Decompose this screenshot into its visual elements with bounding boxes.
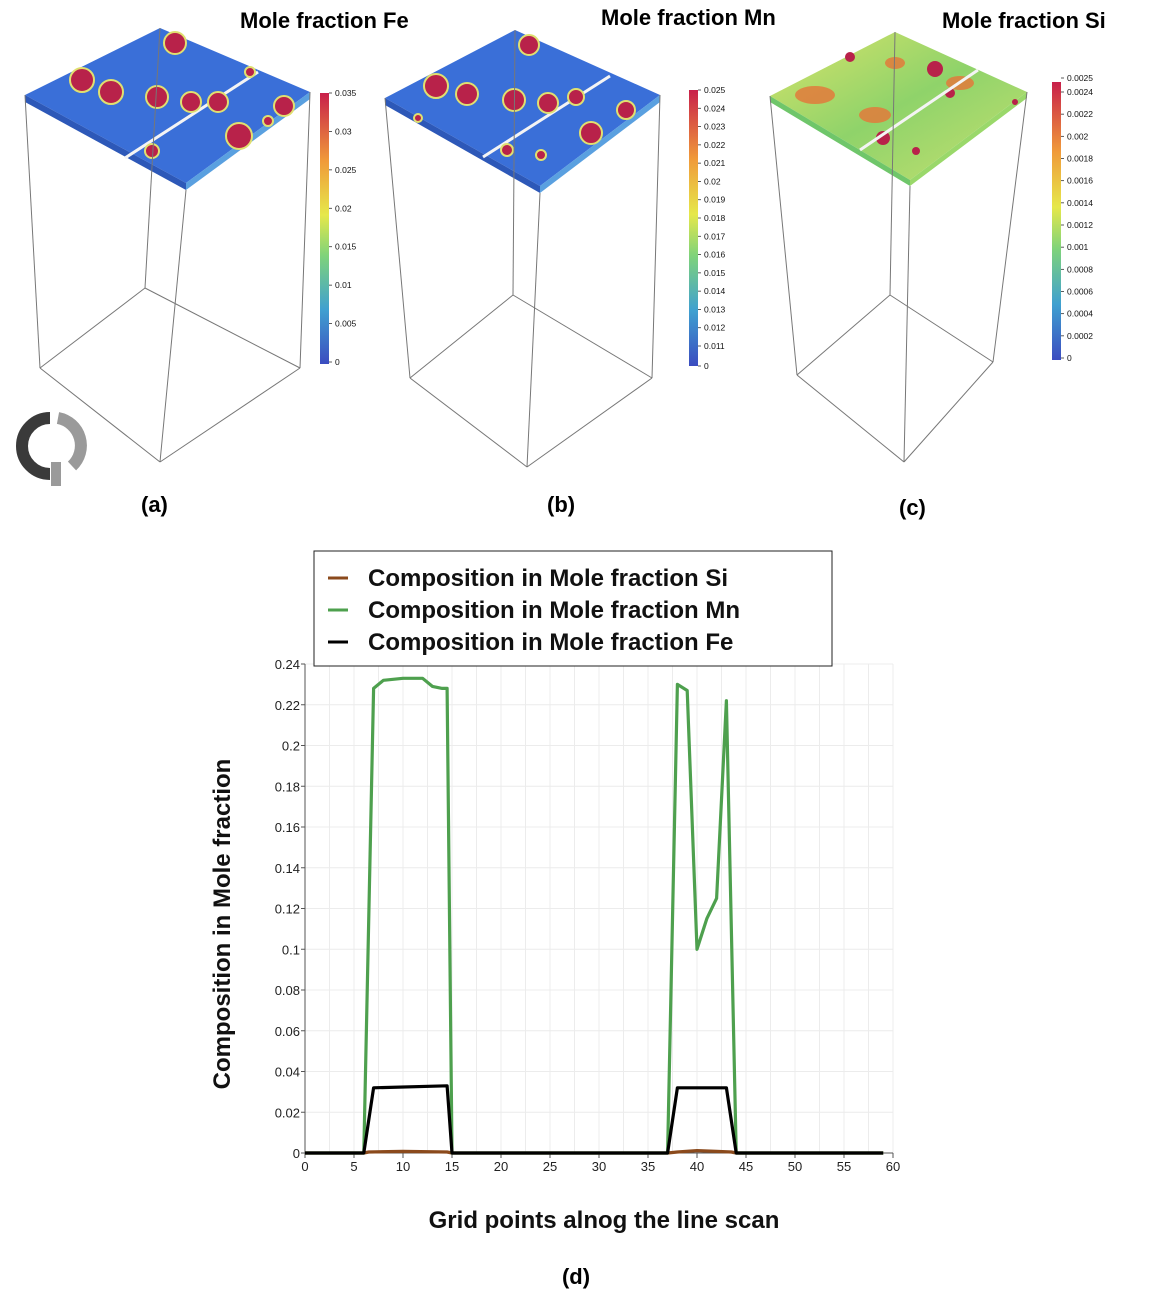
colorbar-tick-label: 0.01 (335, 280, 352, 290)
x-tick-label: 0 (301, 1159, 308, 1174)
line-scan-chart: 0 0.02 0.04 0.06 0.08 0.1 0.12 0.14 0.16 0.18 0.2 0… (209, 550, 900, 1289)
x-axis-ticks: 0 5 10 15 20 25 30 35 40 45 50 55 60 (301, 1153, 900, 1174)
y-tick-label: 0 (293, 1146, 300, 1161)
y-tick-label: 0.02 (275, 1105, 300, 1120)
colorbar-tick-label: 0.013 (704, 304, 726, 314)
colorbar-tick-label: 0.02 (704, 176, 721, 186)
y-tick-label: 0.1 (282, 942, 300, 957)
panel-d-letter: (d) (562, 1264, 590, 1289)
colorbar-tick-label: 0.03 (335, 126, 352, 136)
y-axis-title: Composition in Mole fraction (209, 759, 236, 1090)
y-tick-label: 0.04 (275, 1065, 300, 1080)
colorbar-tick-label: 0.0016 (1067, 176, 1093, 186)
colorbar-tick-label: 0.0002 (1067, 331, 1093, 341)
series-line-2 (305, 1084, 884, 1155)
colorbar-tick-label: 0.0022 (1067, 109, 1093, 119)
colorbar-tick-label: 0.014 (704, 286, 726, 296)
legend-label-0: Composition in Mole fraction Si (368, 565, 728, 592)
panel-b-volume (384, 29, 661, 468)
colorbar-tick-label: 0.021 (704, 158, 726, 168)
panel-a-colorbar (320, 93, 329, 364)
colorbar-tick-label: 0.0024 (1067, 87, 1093, 97)
x-tick-label: 55 (837, 1159, 851, 1174)
panel-b-colorbar (689, 90, 698, 366)
x-tick-label: 60 (886, 1159, 900, 1174)
colorbar-tick-label: 0.02 (335, 203, 352, 213)
panel-b-letter: (b) (547, 492, 576, 517)
colorbar-tick-label: 0.0018 (1067, 154, 1093, 164)
colorbar-tick-label: 0.015 (335, 242, 357, 252)
colorbar-tick-label: 0.022 (704, 140, 726, 150)
colorbar-tick-label: 0.018 (704, 213, 726, 223)
colorbar-tick-label: 0.019 (704, 195, 726, 205)
x-tick-label: 30 (592, 1159, 606, 1174)
panel-c-colorbar-ticks: 0.0025 0.0024 0.0022 0.002 0.0018 0.0016 0.001… (1061, 73, 1093, 363)
chart-legend: Composition in Mole fraction Si Compositi… (313, 550, 833, 667)
panel-b-colorbar-ticks: 0.025 0.024 0.023 0.022 0.021 0.02 0.019 0.018 0… (698, 85, 726, 371)
colorbar-tick-label: 0.035 (335, 88, 357, 98)
x-tick-label: 15 (445, 1159, 459, 1174)
y-tick-label: 0.2 (282, 739, 300, 754)
y-axis-ticks: 0 0.02 0.04 0.06 0.08 0.1 0.12 0.14 0.16 0.18 0.2 0… (275, 657, 305, 1161)
panel-a-colorbar-ticks: 0.035 0.03 0.025 0.02 0.015 0.01 0.005 0 (329, 88, 357, 367)
x-tick-label: 5 (350, 1159, 357, 1174)
orientation-widget-icon (16, 412, 87, 486)
x-tick-label: 45 (739, 1159, 753, 1174)
x-axis-title: Grid points alnog the line scan (429, 1207, 780, 1234)
panel-a-letter: (a) (141, 492, 168, 517)
y-tick-label: 0.14 (275, 861, 300, 876)
colorbar-tick-label: 0 (704, 361, 709, 371)
x-tick-label: 35 (641, 1159, 655, 1174)
colorbar-tick-label: 0.023 (704, 122, 726, 132)
colorbar-tick-label: 0.016 (704, 250, 726, 260)
colorbar-tick-label: 0.012 (704, 323, 726, 333)
legend-label-1: Composition in Mole fraction Mn (368, 597, 740, 624)
legend-label-2: Composition in Mole fraction Fe (368, 629, 733, 656)
colorbar-tick-label: 0.0008 (1067, 264, 1093, 274)
x-tick-label: 40 (690, 1159, 704, 1174)
panel-c-title: Mole fraction Si (942, 8, 1106, 33)
series-line-1 (305, 676, 884, 1155)
chart-series-lines (305, 676, 884, 1155)
colorbar-tick-label: 0.001 (1067, 242, 1089, 252)
colorbar-tick-label: 0.0012 (1067, 220, 1093, 230)
panel-c-colorbar (1052, 82, 1061, 360)
colorbar-tick-label: 0.0004 (1067, 309, 1093, 319)
colorbar-tick-label: 0.011 (704, 341, 725, 351)
x-tick-label: 25 (543, 1159, 557, 1174)
x-tick-label: 50 (788, 1159, 802, 1174)
panel-b-title: Mole fraction Mn (601, 5, 776, 30)
colorbar-tick-label: 0.024 (704, 103, 726, 113)
y-tick-label: 0.08 (275, 983, 300, 998)
panel-a-volume (24, 27, 311, 463)
colorbar-tick-label: 0.005 (335, 319, 357, 329)
x-tick-label: 10 (396, 1159, 410, 1174)
panel-a-title: Mole fraction Fe (240, 8, 409, 33)
colorbar-tick-label: 0.025 (704, 85, 726, 95)
panel-c-letter: (c) (899, 495, 926, 520)
colorbar-tick-label: 0.025 (335, 165, 357, 175)
y-tick-label: 0.16 (275, 820, 300, 835)
colorbar-tick-label: 0.015 (704, 268, 726, 278)
colorbar-tick-label: 0 (1067, 353, 1072, 363)
colorbar-tick-label: 0 (335, 357, 340, 367)
panel-c-volume (769, 31, 1028, 463)
y-tick-label: 0.06 (275, 1024, 300, 1039)
colorbar-tick-label: 0.0025 (1067, 73, 1093, 83)
x-tick-label: 20 (494, 1159, 508, 1174)
y-tick-label: 0.12 (275, 902, 300, 917)
colorbar-tick-label: 0.017 (704, 231, 726, 241)
colorbar-tick-label: 0.002 (1067, 131, 1089, 141)
colorbar-tick-label: 0.0006 (1067, 287, 1093, 297)
colorbar-tick-label: 0.0014 (1067, 198, 1093, 208)
chart-grid (304, 663, 894, 1154)
y-tick-label: 0.18 (275, 779, 300, 794)
y-tick-label: 0.22 (275, 698, 300, 713)
y-tick-label: 0.24 (275, 657, 300, 672)
